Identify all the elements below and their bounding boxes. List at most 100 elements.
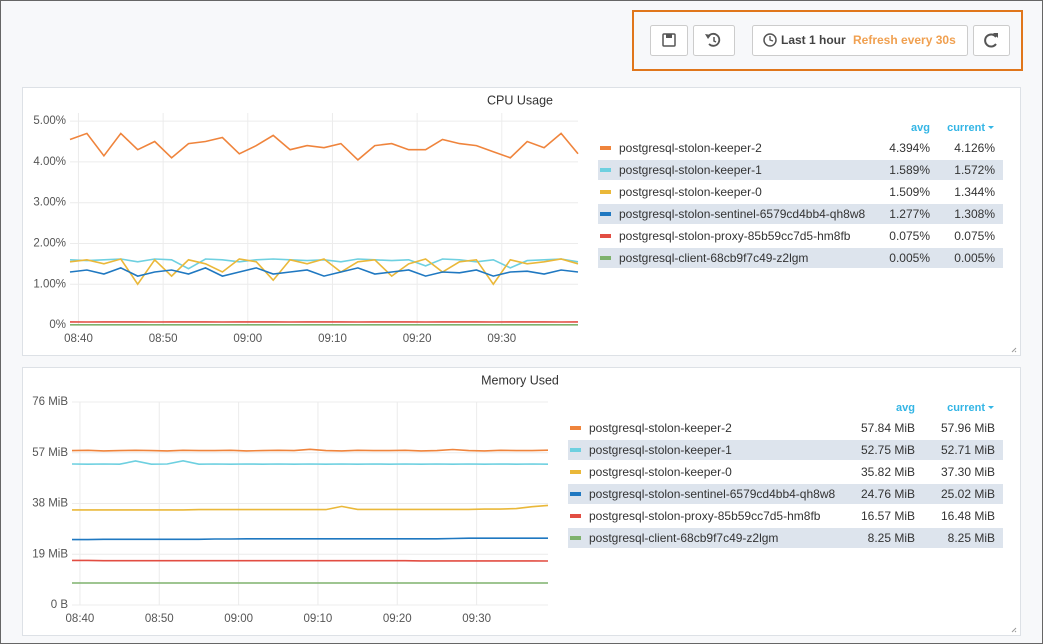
y-tick-label: 4.00% xyxy=(33,156,66,168)
x-tick-label: 09:20 xyxy=(383,613,412,625)
y-tick-label: 38 MiB xyxy=(32,498,68,510)
legend-value: 1.308% xyxy=(954,207,995,221)
legend-value: 1.509% xyxy=(889,185,930,199)
clock-icon xyxy=(769,36,774,42)
x-tick-label: 09:00 xyxy=(224,613,253,625)
legend-value: 0.005% xyxy=(954,251,995,265)
refresh-button[interactable] xyxy=(973,25,1010,56)
legend-label: postgresql-stolon-keeper-0 xyxy=(619,185,762,199)
legend-row-bg xyxy=(598,204,1003,224)
series-line xyxy=(71,448,549,452)
save-button[interactable] xyxy=(650,25,688,56)
legend-value: 0.005% xyxy=(889,251,930,265)
legend-header: avg xyxy=(911,122,930,134)
history-icon xyxy=(705,34,711,39)
legend-value: 24.76 MiB xyxy=(861,487,915,501)
legend-header: current xyxy=(947,122,985,134)
legend-swatch xyxy=(570,514,581,518)
y-tick-label: 2.00% xyxy=(33,237,66,249)
x-tick-label: 09:10 xyxy=(318,333,347,345)
refresh-interval: Refresh every 30s xyxy=(853,33,956,47)
x-tick-label: 09:00 xyxy=(233,333,262,345)
series-line xyxy=(69,132,579,161)
legend-swatch xyxy=(570,492,581,496)
y-tick-label: 57 MiB xyxy=(32,447,68,459)
panel-title: CPU Usage xyxy=(487,93,553,107)
x-tick-label: 08:40 xyxy=(64,333,93,345)
y-tick-label: 3.00% xyxy=(33,197,66,209)
time-picker[interactable]: Last 1 hour Refresh every 30s xyxy=(752,25,968,56)
legend-swatch xyxy=(570,448,581,452)
legend-swatch xyxy=(600,168,611,172)
legend-swatch xyxy=(600,212,611,216)
legend-value: 57.84 MiB xyxy=(861,421,915,435)
legend-value: 1.277% xyxy=(889,207,930,221)
y-tick-label: 1.00% xyxy=(33,278,66,290)
legend-value: 35.82 MiB xyxy=(861,465,915,479)
legend-swatch xyxy=(600,256,611,260)
legend-label: postgresql-stolon-keeper-1 xyxy=(619,163,762,177)
y-tick-label: 76 MiB xyxy=(32,396,68,408)
refresh-icon xyxy=(984,33,997,48)
legend-row-bg xyxy=(568,528,1003,548)
resize-handle xyxy=(1011,347,1017,353)
legend-value: 16.57 MiB xyxy=(861,509,915,523)
legend-row-bg xyxy=(598,248,1003,268)
legend-value: 1.344% xyxy=(954,185,995,199)
legend-value: 25.02 MiB xyxy=(941,487,995,501)
series-line xyxy=(72,559,549,562)
legend-label: postgresql-client-68cb9f7c49-z2lgm xyxy=(589,531,778,545)
y-tick-label: 0% xyxy=(49,319,66,331)
legend-value: 52.71 MiB xyxy=(941,443,995,457)
series-line xyxy=(71,459,549,466)
save-icon xyxy=(666,34,672,38)
legend-value: 37.30 MiB xyxy=(941,465,995,479)
resize-handle xyxy=(1011,627,1017,633)
refresh-icon xyxy=(993,33,998,38)
legend-label: postgresql-stolon-proxy-85b59cc7d5-hm8fb xyxy=(619,229,851,243)
clock-icon xyxy=(763,33,777,47)
legend-row-bg xyxy=(568,440,1003,460)
legend-value: 0.075% xyxy=(889,229,930,243)
x-tick-label: 09:30 xyxy=(487,333,516,345)
legend-label: postgresql-client-68cb9f7c49-z2lgm xyxy=(619,251,808,265)
legend-swatch xyxy=(600,146,611,150)
legend-header: avg xyxy=(896,402,915,414)
highlight-box xyxy=(632,10,1023,71)
legend-label: postgresql-stolon-sentinel-6579cd4bb4-qh… xyxy=(619,207,865,221)
legend-swatch xyxy=(570,426,581,430)
legend-value: 16.48 MiB xyxy=(941,509,995,523)
legend-value: 8.25 MiB xyxy=(868,531,915,545)
legend-value: 1.572% xyxy=(954,163,995,177)
history-icon xyxy=(707,32,721,47)
legend-label: postgresql-stolon-keeper-0 xyxy=(589,465,732,479)
legend-value: 0.075% xyxy=(954,229,995,243)
x-tick-label: 08:40 xyxy=(66,613,95,625)
legend-label: postgresql-stolon-keeper-1 xyxy=(589,443,732,457)
sort-caret xyxy=(988,406,994,409)
x-tick-label: 08:50 xyxy=(149,333,178,345)
legend-row-bg xyxy=(598,160,1003,180)
button-frame xyxy=(752,25,968,56)
legend-row-bg xyxy=(568,484,1003,504)
series-line xyxy=(72,537,548,541)
legend-label: postgresql-stolon-sentinel-6579cd4bb4-qh… xyxy=(589,487,835,501)
series-line xyxy=(72,504,549,511)
legend-label: postgresql-stolon-keeper-2 xyxy=(589,421,732,435)
legend-header: current xyxy=(947,402,985,414)
legend-swatch xyxy=(600,190,611,194)
legend-value: 4.394% xyxy=(889,141,930,155)
series-line xyxy=(69,258,579,286)
sort-caret xyxy=(988,126,994,129)
legend-swatch xyxy=(570,470,581,474)
button-frame xyxy=(650,25,688,56)
history-button[interactable] xyxy=(693,25,735,56)
legend-label: postgresql-stolon-keeper-2 xyxy=(619,141,762,155)
legend-value: 57.96 MiB xyxy=(941,421,995,435)
legend-swatch xyxy=(570,536,581,540)
x-tick-label: 08:50 xyxy=(145,613,174,625)
y-tick-label: 5.00% xyxy=(33,115,66,127)
x-tick-label: 09:10 xyxy=(304,613,333,625)
button-frame xyxy=(973,25,1010,56)
